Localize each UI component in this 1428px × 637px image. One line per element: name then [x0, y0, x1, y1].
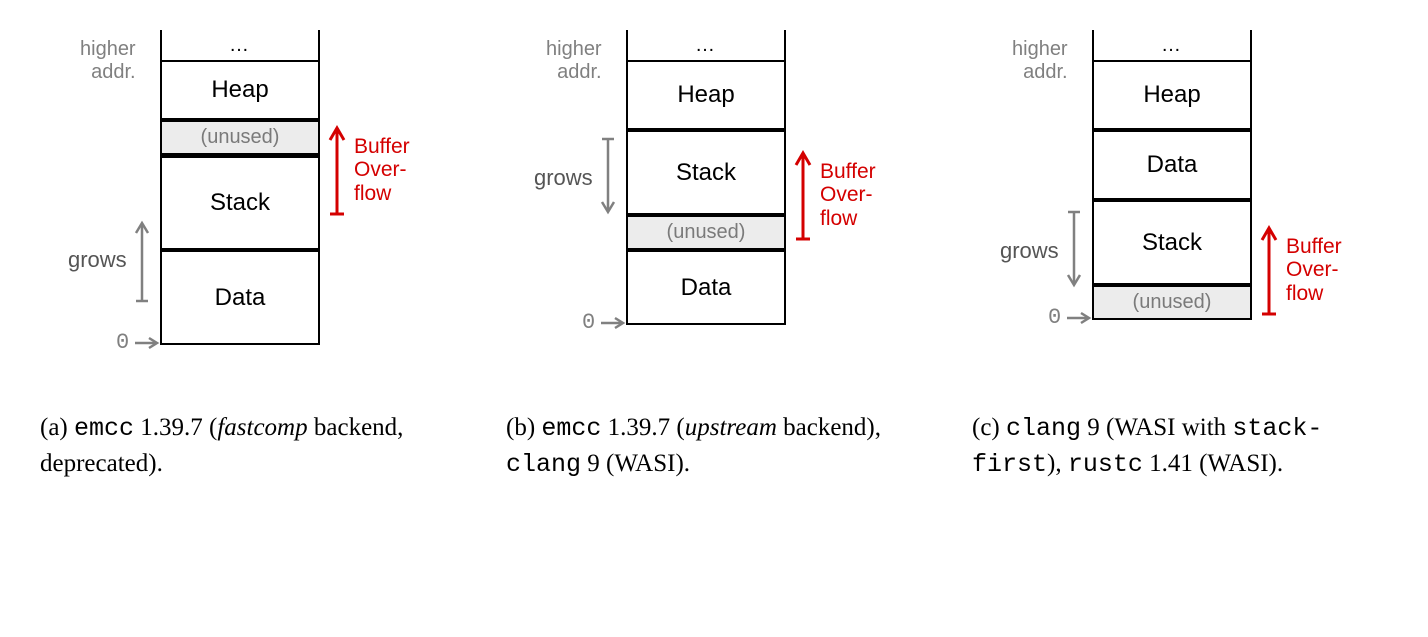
zero-label-b: 0 [582, 310, 627, 335]
region-dots: … [1094, 30, 1250, 60]
overflow-text: Buffer Over- flow [820, 160, 876, 229]
diagram-c: higher addr. … Heap Data Stack (unused) … [972, 30, 1388, 390]
caption-b: (b) emcc 1.39.7 (upstream backend), clan… [506, 410, 922, 482]
grows-label-c: grows [1000, 208, 1083, 293]
zero-arrow-right-icon [599, 316, 627, 330]
region-heap: Heap [628, 60, 784, 130]
cap-c-t2: ), [1047, 450, 1068, 477]
overflow-arrow-up-icon [328, 120, 346, 220]
region-data: Data [628, 250, 784, 325]
higher-line2: addr. [557, 61, 601, 83]
cap-b-code1: emcc [541, 414, 601, 443]
memory-column-c: … Heap Data Stack (unused) [1092, 30, 1252, 320]
cap-a-code1: emcc [74, 414, 134, 443]
cap-c-t3: 1.41 (WASI). [1143, 450, 1283, 477]
region-unused: (unused) [162, 120, 318, 155]
cap-b-code2: clang [506, 450, 581, 479]
grows-arrow-up-icon [133, 215, 151, 305]
higher-line1: higher [80, 38, 136, 60]
higher-addr-label: higher addr. [1012, 38, 1068, 84]
region-dots: … [162, 30, 318, 60]
zero-label-c: 0 [1048, 305, 1093, 330]
region-heap: Heap [1094, 60, 1250, 130]
region-data: Data [1094, 130, 1250, 200]
higher-line2: addr. [91, 61, 135, 83]
overflow-line3: flow [820, 207, 857, 230]
zero-label-a: 0 [116, 330, 161, 355]
region-stack: Stack [1094, 200, 1250, 285]
cap-b-t3: 9 (WASI). [581, 450, 690, 477]
region-unused: (unused) [628, 215, 784, 250]
overflow-line1: Buffer [354, 135, 410, 158]
region-heap: Heap [162, 60, 318, 120]
subfigure-b: higher addr. … Heap Stack (unused) Data … [506, 30, 922, 482]
grows-label-b: grows [534, 135, 617, 220]
zero-arrow-right-icon [133, 336, 161, 350]
region-unused: (unused) [1094, 285, 1250, 320]
higher-line1: higher [546, 38, 602, 60]
zero-text: 0 [116, 330, 129, 355]
overflow-label-a: Buffer Over- flow [328, 120, 410, 220]
cap-b-ital: upstream [685, 414, 777, 441]
overflow-text: Buffer Over- flow [1286, 235, 1342, 304]
grows-arrow-down-icon [599, 135, 617, 220]
overflow-line2: Over- [1286, 258, 1339, 281]
diagram-a: higher addr. … Heap (unused) Stack Data … [40, 30, 456, 390]
overflow-line1: Buffer [1286, 235, 1342, 258]
region-stack: Stack [628, 130, 784, 215]
cap-b-prefix: (b) [506, 414, 541, 441]
subfigure-c: higher addr. … Heap Data Stack (unused) … [972, 30, 1388, 482]
overflow-line2: Over- [354, 158, 407, 181]
grows-text: grows [534, 165, 593, 191]
cap-b-t2: backend), [777, 414, 881, 441]
cap-c-code1: clang [1006, 414, 1081, 443]
memory-column-b: … Heap Stack (unused) Data [626, 30, 786, 325]
cap-c-prefix: (c) [972, 414, 1006, 441]
grows-text: grows [68, 247, 127, 273]
cap-b-t1: 1.39.7 ( [601, 414, 684, 441]
cap-a-t1: 1.39.7 ( [134, 414, 217, 441]
cap-c-code3: rustc [1068, 450, 1143, 479]
region-dots: … [628, 30, 784, 60]
overflow-line3: flow [1286, 282, 1323, 305]
overflow-arrow-up-icon [794, 145, 812, 245]
overflow-text: Buffer Over- flow [354, 135, 410, 204]
higher-line2: addr. [1023, 61, 1067, 83]
higher-addr-label: higher addr. [80, 38, 136, 84]
zero-text: 0 [1048, 305, 1061, 330]
figure-row: higher addr. … Heap (unused) Stack Data … [40, 30, 1388, 482]
higher-line1: higher [1012, 38, 1068, 60]
memory-column-a: … Heap (unused) Stack Data [160, 30, 320, 345]
cap-a-prefix: (a) [40, 414, 74, 441]
cap-c-t1: 9 (WASI with [1081, 414, 1232, 441]
grows-text: grows [1000, 238, 1059, 264]
subfigure-a: higher addr. … Heap (unused) Stack Data … [40, 30, 456, 482]
caption-a: (a) emcc 1.39.7 (fastcomp backend, depre… [40, 410, 456, 481]
region-stack: Stack [162, 155, 318, 250]
overflow-line1: Buffer [820, 160, 876, 183]
overflow-arrow-up-icon [1260, 220, 1278, 320]
caption-c: (c) clang 9 (WASI with stack-first), rus… [972, 410, 1388, 482]
cap-a-ital: fastcomp [217, 414, 307, 441]
diagram-b: higher addr. … Heap Stack (unused) Data … [506, 30, 922, 390]
zero-text: 0 [582, 310, 595, 335]
overflow-label-b: Buffer Over- flow [794, 145, 876, 245]
overflow-label-c: Buffer Over- flow [1260, 220, 1342, 320]
overflow-line3: flow [354, 182, 391, 205]
higher-addr-label: higher addr. [546, 38, 602, 84]
grows-arrow-down-icon [1065, 208, 1083, 293]
grows-label-a: grows [68, 215, 151, 305]
region-data: Data [162, 250, 318, 345]
zero-arrow-right-icon [1065, 311, 1093, 325]
overflow-line2: Over- [820, 183, 873, 206]
